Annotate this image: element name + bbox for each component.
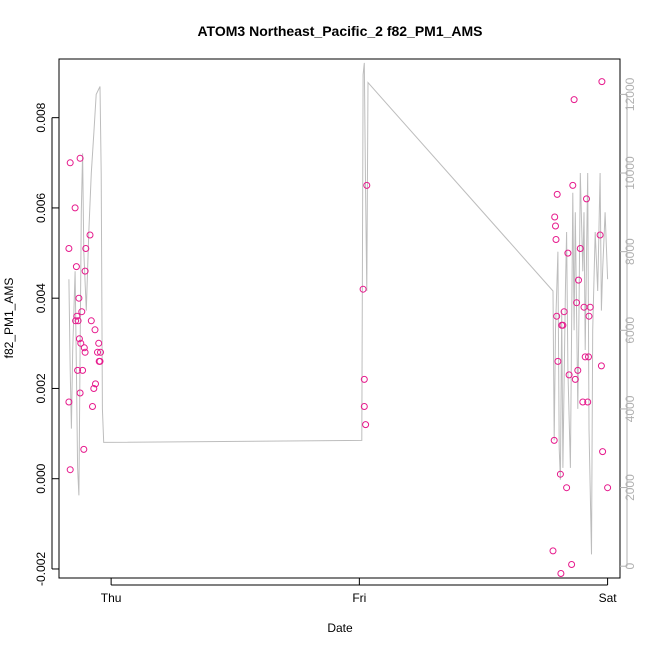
data-point — [86, 231, 94, 239]
data-point — [604, 484, 612, 492]
data-point — [573, 299, 581, 307]
data-point — [585, 353, 592, 361]
data-point — [96, 357, 104, 365]
x-tick-label: Fri — [352, 591, 366, 605]
y-axis-label: f82_PM1_AMS — [2, 278, 16, 359]
data-point — [556, 470, 564, 478]
point-layer — [65, 78, 612, 577]
data-point — [80, 344, 88, 352]
y-tick-label: 0.000 — [34, 463, 48, 493]
data-point — [76, 154, 84, 162]
x-tick-label: Sat — [599, 591, 618, 605]
data-point — [596, 231, 604, 239]
data-point — [576, 245, 584, 252]
data-point — [97, 348, 104, 356]
data-point — [359, 285, 367, 293]
data-point — [549, 547, 557, 555]
data-point — [75, 335, 83, 343]
data-point — [65, 245, 73, 252]
data-point — [78, 308, 86, 316]
data-point — [77, 339, 85, 347]
axes-group: Thu Fri Sat -0.002 0.000 0.002 0.004 0.006 0.008… — [34, 77, 637, 605]
y2-tick-label: 12000 — [623, 77, 637, 111]
data-point — [581, 353, 589, 361]
y2-tick-label: 8000 — [623, 238, 637, 265]
chart-title: ATOM3 Northeast_Pacific_2 f82_PM1_AMS — [197, 23, 482, 39]
data-point — [553, 312, 561, 320]
line-layer — [68, 62, 609, 555]
data-point — [550, 436, 558, 444]
data-point — [563, 484, 571, 492]
data-point — [586, 303, 594, 311]
y2-tick-label: 0 — [623, 563, 637, 570]
y2-tick-label: 6000 — [623, 317, 637, 344]
y2-tick-label: 4000 — [623, 395, 637, 422]
data-point — [553, 190, 561, 198]
data-point — [554, 357, 562, 365]
data-point — [565, 371, 573, 379]
data-point — [74, 317, 82, 325]
data-point — [66, 466, 74, 474]
data-point — [91, 326, 99, 334]
series-line — [68, 62, 609, 555]
data-point — [87, 317, 95, 325]
x-tick-label: Thu — [101, 591, 122, 605]
data-point — [557, 570, 565, 577]
data-point — [597, 362, 605, 370]
data-point — [360, 375, 368, 383]
data-point — [82, 245, 90, 252]
data-point — [75, 294, 83, 302]
data-point — [73, 312, 81, 320]
data-point — [551, 213, 559, 221]
data-point — [599, 448, 607, 456]
data-point — [72, 317, 80, 325]
data-point — [568, 561, 576, 568]
data-point — [559, 321, 567, 329]
y-tick-label: 0.006 — [34, 193, 48, 223]
data-point — [81, 348, 89, 356]
data-point — [579, 398, 587, 406]
data-point — [71, 204, 79, 212]
data-point — [76, 389, 84, 397]
data-point — [66, 159, 74, 167]
data-point — [574, 366, 582, 374]
data-point — [560, 308, 568, 316]
data-point — [74, 366, 82, 374]
data-point — [80, 445, 88, 453]
data-point — [81, 267, 89, 275]
data-point — [65, 398, 73, 406]
data-point — [552, 236, 560, 243]
data-point — [552, 222, 559, 230]
data-point — [360, 403, 368, 410]
data-point — [564, 249, 572, 257]
data-point — [584, 398, 592, 406]
data-point — [583, 195, 590, 203]
data-point — [79, 366, 87, 374]
data-point — [94, 348, 101, 356]
y-tick-label: 0.002 — [34, 373, 48, 403]
data-point — [571, 375, 579, 383]
data-point — [95, 339, 103, 347]
y2-tick-label: 2000 — [623, 474, 637, 501]
x-axis-label: Date — [327, 621, 353, 635]
data-point — [598, 78, 606, 86]
y2-tick-label: 10000 — [623, 156, 637, 190]
data-point — [92, 380, 99, 388]
data-point — [362, 421, 370, 429]
y-tick-label: -0.002 — [34, 552, 48, 586]
data-point — [89, 403, 96, 410]
data-point — [363, 181, 371, 189]
data-point — [90, 385, 98, 392]
data-point — [570, 96, 578, 104]
data-point — [569, 181, 577, 189]
data-point — [575, 276, 582, 284]
y-tick-label: 0.008 — [34, 102, 48, 132]
data-point — [72, 263, 80, 271]
data-point — [585, 312, 593, 320]
y-tick-label: 0.004 — [34, 283, 48, 313]
plot-box — [58, 58, 621, 579]
